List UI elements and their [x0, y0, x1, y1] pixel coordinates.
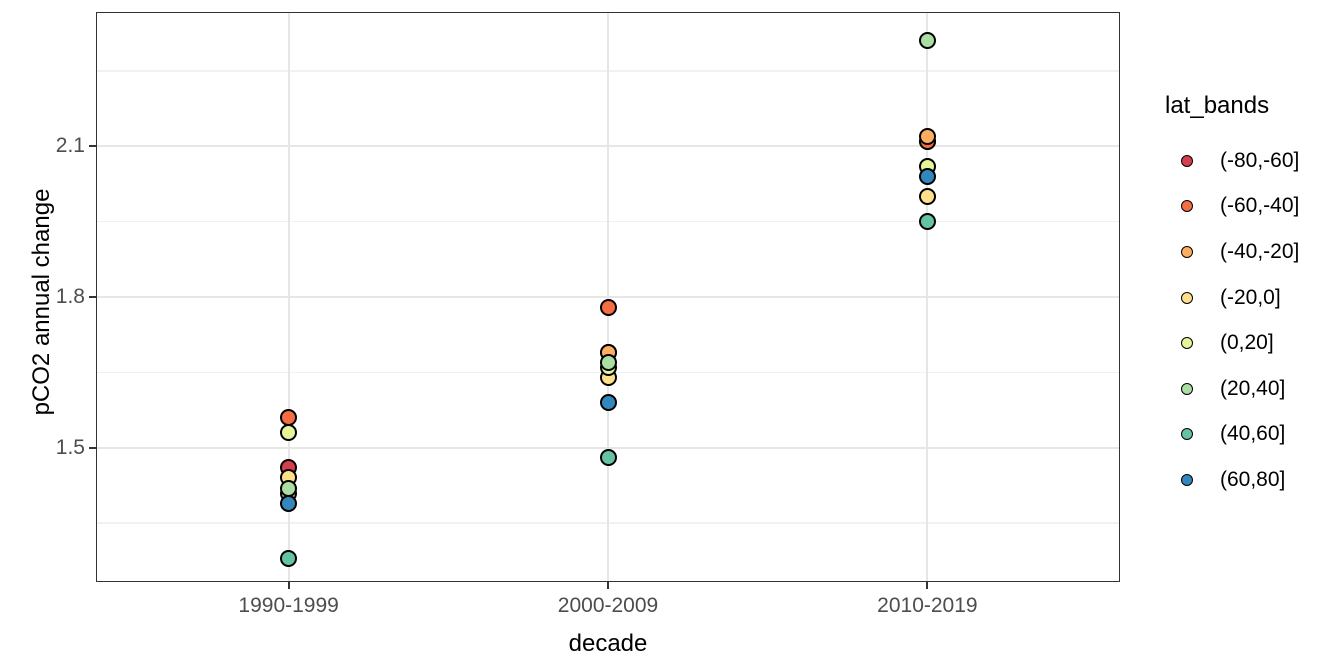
data-point	[280, 424, 298, 442]
gridline-vertical	[607, 13, 609, 581]
legend-key-icon	[1181, 382, 1193, 395]
legend-key-icon	[1181, 154, 1193, 167]
data-point	[918, 213, 936, 231]
legend-item: (-80,-60]	[1181, 138, 1299, 184]
legend-item-label: (-20,0]	[1220, 285, 1281, 309]
x-tick-label: 2000-2009	[557, 594, 659, 617]
x-tick-mark	[607, 581, 609, 589]
legend-item-label: (20,40]	[1220, 376, 1286, 400]
legend-key-icon	[1181, 473, 1193, 486]
gridline-vertical	[926, 13, 929, 581]
legend-key-icon	[1181, 428, 1193, 441]
data-point	[599, 394, 617, 412]
data-point	[280, 479, 298, 497]
y-axis-title: pCO2 annual change	[28, 188, 55, 416]
legend-item-label: (40,60]	[1220, 422, 1286, 446]
gridline-vertical	[287, 13, 290, 581]
legend: lat_bands (-80,-60] (-60,-40] (-40,-20] (-2…	[1165, 92, 1299, 503]
x-tick-label: 2010-2019	[877, 594, 978, 617]
legend-item-label: (0,20]	[1220, 331, 1274, 355]
y-tick-label: 1.5	[55, 435, 85, 459]
data-point	[599, 353, 617, 371]
y-tick-mark	[89, 446, 97, 449]
legend-key-icon	[1181, 245, 1193, 258]
x-tick-label: 1990-1999	[238, 594, 339, 617]
x-axis-title: decade	[568, 630, 648, 657]
legend-item-label: (-40,-20]	[1220, 239, 1300, 263]
legend-item-label: (-80,-60]	[1220, 148, 1300, 172]
legend-item-label: (60,80]	[1220, 467, 1286, 491]
y-tick-label: 1.8	[55, 285, 85, 308]
legend-item: (60,80]	[1181, 457, 1299, 503]
data-point	[918, 32, 936, 50]
data-point	[918, 167, 936, 185]
y-tick-mark	[89, 296, 97, 298]
data-point	[280, 494, 298, 512]
data-point	[918, 127, 936, 145]
legend-key-icon	[1181, 200, 1193, 213]
legend-items: (-80,-60] (-60,-40] (-40,-20] (-20,0] (0,20]…	[1181, 138, 1299, 503]
legend-item: (-60,-40]	[1181, 184, 1299, 230]
data-point	[599, 449, 617, 467]
legend-key-icon	[1181, 337, 1193, 350]
x-tick-mark	[926, 581, 929, 589]
data-point	[280, 549, 298, 567]
legend-title: lat_bands	[1165, 92, 1270, 119]
legend-item-label: (-60,-40]	[1220, 194, 1300, 218]
legend-key-icon	[1181, 291, 1193, 304]
legend-item: (-20,0]	[1181, 275, 1299, 321]
legend-item: (-40,-20]	[1181, 229, 1299, 275]
y-tick-mark	[89, 145, 97, 148]
legend-item: (0,20]	[1181, 320, 1299, 366]
data-point	[599, 298, 617, 316]
legend-item: (40,60]	[1181, 412, 1299, 458]
legend-item: (20,40]	[1181, 366, 1299, 412]
data-point	[918, 187, 936, 205]
x-tick-mark	[287, 581, 290, 589]
y-tick-label: 2.1	[55, 134, 85, 158]
